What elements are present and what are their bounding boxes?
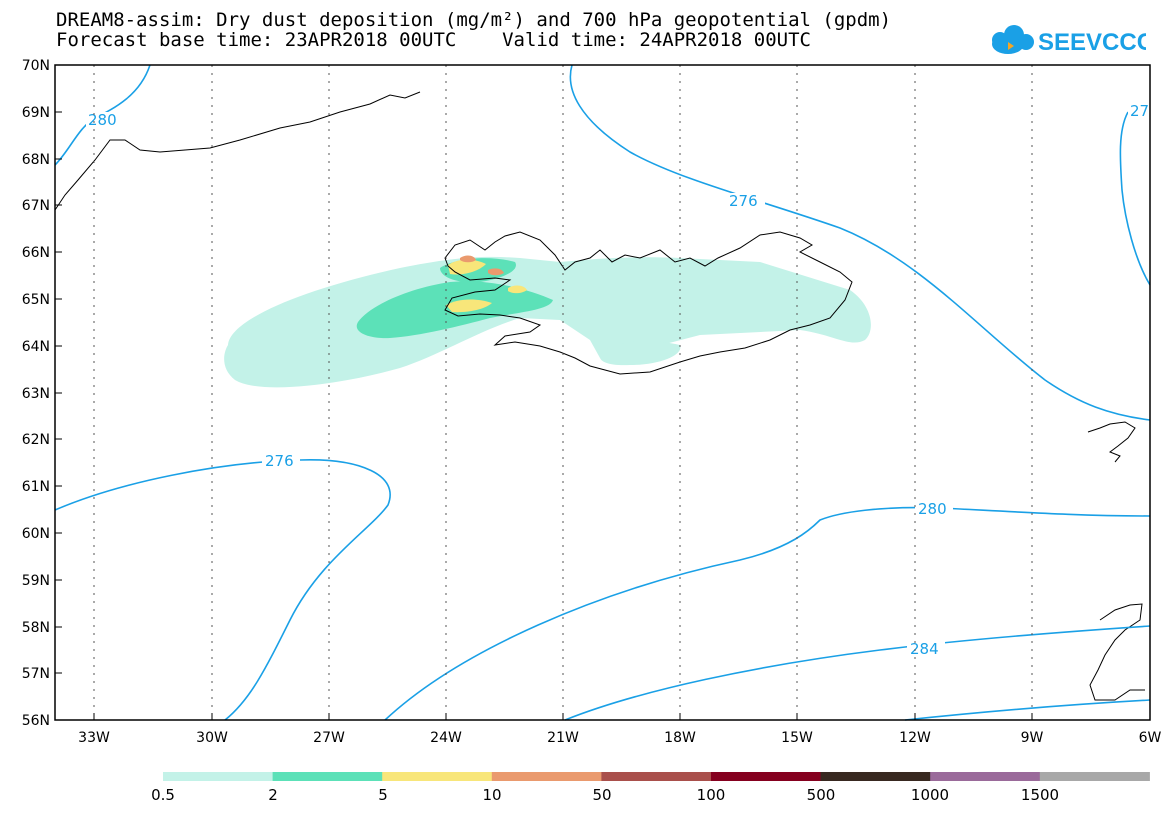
colorbar-swatch bbox=[382, 772, 493, 781]
colorbar-label: 0.5 bbox=[151, 786, 175, 804]
colorbar-swatch bbox=[711, 772, 822, 781]
iceland-coast bbox=[444, 231, 853, 375]
colorbar-label: 50 bbox=[592, 786, 612, 804]
lat-label: 60N bbox=[22, 526, 50, 542]
dust-area-light bbox=[224, 256, 871, 388]
logo-text: SEEVCCC bbox=[1038, 29, 1146, 56]
lon-label: 15W bbox=[781, 730, 813, 746]
dust-shading bbox=[224, 255, 871, 388]
lon-label: 6W bbox=[1139, 730, 1162, 746]
lat-label: 66N bbox=[22, 245, 50, 261]
dust-area-light-2 bbox=[599, 341, 681, 366]
colorbar-swatch bbox=[601, 772, 712, 781]
contour-288-se bbox=[904, 699, 1151, 721]
contour-label: 27 bbox=[1130, 102, 1149, 120]
title-line-1: DREAM8-assim: Dry dust deposition (mg/m²… bbox=[56, 9, 892, 31]
lat-label: 58N bbox=[22, 620, 50, 636]
colorbar-label: 100 bbox=[696, 786, 726, 804]
colorbar-label: 2 bbox=[268, 786, 278, 804]
lat-label: 62N bbox=[22, 432, 50, 448]
colorbar-swatch bbox=[272, 772, 383, 781]
contour-label: 276 bbox=[729, 192, 758, 210]
lat-label: 68N bbox=[22, 152, 50, 168]
contour-27x-ne bbox=[1119, 111, 1151, 286]
lat-label: 57N bbox=[22, 666, 50, 682]
contour-280-se bbox=[384, 506, 1151, 721]
meridian-grid bbox=[93, 65, 1033, 720]
contour-276-sw bbox=[54, 459, 391, 721]
colorbar-label: 5 bbox=[378, 786, 388, 804]
dust-area-low-3 bbox=[508, 285, 527, 294]
lat-label: 61N bbox=[22, 479, 50, 495]
colorbar-label: 10 bbox=[482, 786, 502, 804]
contour-label: 284 bbox=[910, 640, 939, 658]
cloud-icon bbox=[992, 25, 1034, 54]
colorbar-label: 500 bbox=[806, 786, 836, 804]
colorbar-swatch bbox=[491, 772, 602, 781]
lon-label: 33W bbox=[78, 730, 110, 746]
lat-label: 59N bbox=[22, 573, 50, 589]
faroe-islands bbox=[1087, 421, 1136, 463]
contour-label: 280 bbox=[918, 500, 947, 518]
latitude-labels: 70N 69N 68N 67N 66N 65N 64N 63N 62N 61N … bbox=[22, 58, 50, 729]
lat-label: 64N bbox=[22, 339, 50, 355]
lon-label: 30W bbox=[196, 730, 228, 746]
tick-marks bbox=[55, 64, 1033, 720]
longitude-labels: 33W 30W 27W 24W 21W 18W 15W 12W 9W 6W bbox=[78, 730, 1161, 746]
dust-area-low-1 bbox=[446, 299, 492, 313]
colorbar bbox=[163, 772, 1150, 781]
colorbar-label: 1000 bbox=[910, 786, 950, 804]
lon-label: 18W bbox=[664, 730, 696, 746]
contour-276-north bbox=[569, 64, 1151, 421]
lat-label: 67N bbox=[22, 198, 50, 214]
scotland-coast bbox=[1089, 603, 1145, 701]
greenland-coast bbox=[54, 91, 421, 211]
dust-area-low-2 bbox=[448, 259, 486, 275]
lon-label: 24W bbox=[430, 730, 462, 746]
colorbar-swatch bbox=[930, 772, 1041, 781]
map-frame bbox=[54, 64, 1151, 721]
lon-label: 9W bbox=[1021, 730, 1044, 746]
colorbar-label: 1500 bbox=[1020, 786, 1060, 804]
lat-label: 70N bbox=[22, 58, 50, 74]
title-line-2: Forecast base time: 23APR2018 00UTC Vali… bbox=[56, 29, 811, 51]
colorbar-swatch bbox=[820, 772, 931, 781]
contour-label: 276 bbox=[265, 452, 294, 470]
contour-284-se bbox=[564, 625, 1151, 721]
lon-label: 27W bbox=[313, 730, 345, 746]
geopotential-contours bbox=[54, 64, 1151, 721]
dust-area-moderate-2 bbox=[488, 268, 504, 276]
coastlines bbox=[54, 91, 1145, 701]
lon-label: 21W bbox=[547, 730, 579, 746]
colorbar-swatch bbox=[163, 772, 274, 781]
seevccc-logo: SEEVCCC bbox=[992, 25, 1146, 56]
dust-area-moderate-1 bbox=[460, 255, 476, 263]
lat-label: 69N bbox=[22, 105, 50, 121]
colorbar-swatch bbox=[1039, 772, 1150, 781]
lat-label: 63N bbox=[22, 386, 50, 402]
lat-label: 65N bbox=[22, 292, 50, 308]
lon-label: 12W bbox=[899, 730, 931, 746]
contour-label: 280 bbox=[88, 111, 117, 129]
lat-label: 56N bbox=[22, 713, 50, 729]
contour-labels: 280 276 27 276 280 284 bbox=[86, 102, 1150, 658]
